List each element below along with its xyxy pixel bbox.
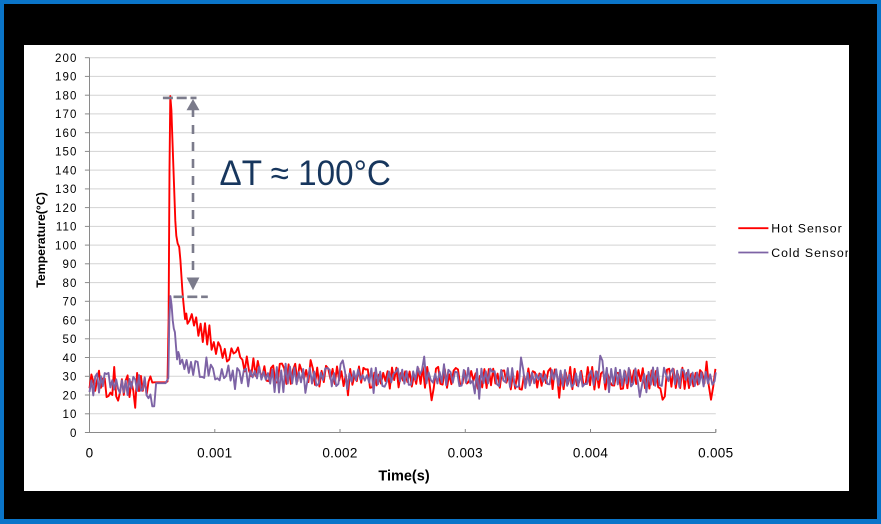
svg-text:60: 60 bbox=[63, 315, 78, 327]
svg-text:50: 50 bbox=[63, 334, 78, 346]
svg-text:70: 70 bbox=[63, 297, 78, 309]
svg-text:30: 30 bbox=[63, 372, 78, 384]
svg-text:180: 180 bbox=[55, 91, 78, 103]
svg-text:0.005: 0.005 bbox=[698, 445, 733, 460]
svg-text:90: 90 bbox=[63, 259, 78, 271]
svg-text:0: 0 bbox=[86, 445, 94, 460]
svg-text:Cold Sensor: Cold Sensor bbox=[771, 246, 848, 260]
svg-text:10: 10 bbox=[63, 409, 78, 421]
svg-text:120: 120 bbox=[55, 203, 78, 215]
svg-text:ΔT ≈ 100°C: ΔT ≈ 100°C bbox=[220, 154, 391, 193]
svg-text:0.002: 0.002 bbox=[322, 445, 357, 460]
svg-text:Time(s): Time(s) bbox=[378, 469, 429, 485]
svg-text:130: 130 bbox=[55, 184, 78, 196]
svg-text:0.004: 0.004 bbox=[573, 445, 608, 460]
svg-text:100: 100 bbox=[55, 240, 78, 252]
svg-text:140: 140 bbox=[55, 165, 78, 177]
svg-text:190: 190 bbox=[55, 72, 78, 84]
svg-text:0.003: 0.003 bbox=[448, 445, 483, 460]
svg-text:160: 160 bbox=[55, 128, 78, 140]
svg-text:0: 0 bbox=[70, 428, 78, 440]
svg-text:110: 110 bbox=[56, 222, 78, 234]
svg-text:0.001: 0.001 bbox=[197, 445, 232, 460]
svg-text:80: 80 bbox=[63, 278, 78, 290]
svg-text:20: 20 bbox=[63, 390, 78, 402]
svg-text:40: 40 bbox=[63, 353, 78, 365]
svg-text:200: 200 bbox=[55, 53, 78, 65]
svg-text:Temperature(°C): Temperature(°C) bbox=[34, 192, 48, 288]
svg-text:150: 150 bbox=[55, 147, 78, 159]
svg-text:Hot Sensor: Hot Sensor bbox=[771, 222, 843, 236]
svg-text:170: 170 bbox=[55, 109, 78, 121]
